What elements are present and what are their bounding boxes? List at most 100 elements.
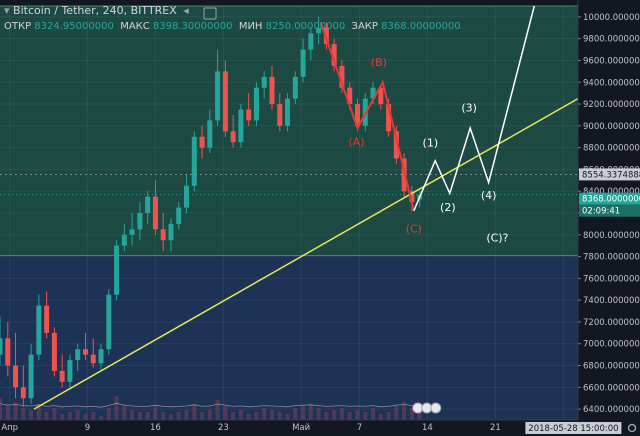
- candle-body: [44, 305, 50, 333]
- candle-body: [386, 104, 392, 132]
- volume-bar: [184, 410, 189, 420]
- countdown-label-box: [579, 204, 640, 217]
- price-tick-label: 9000.00000000: [583, 122, 640, 132]
- volume-bar: [75, 410, 80, 420]
- candle-body: [323, 27, 329, 45]
- wave-label: (C)?: [486, 231, 508, 244]
- candle-body: [370, 87, 376, 99]
- candle-body: [316, 27, 322, 34]
- candle-body: [59, 370, 65, 382]
- volume-bar: [91, 412, 96, 420]
- volume-bar: [254, 412, 259, 420]
- candle-body: [269, 76, 275, 105]
- symbol-title: Bitcoin / Tether, 240, BITTREX: [13, 4, 177, 17]
- high-label: МАКС: [120, 21, 150, 32]
- event-marker-icon[interactable]: [430, 402, 442, 414]
- gear-icon[interactable]: [627, 423, 637, 433]
- last-price-label: 8368.00000000: [582, 195, 640, 205]
- volume-bar: [145, 412, 150, 420]
- volume-bar: [161, 412, 166, 420]
- volume-average-line: [0, 402, 420, 408]
- candle-body: [114, 245, 120, 295]
- volume-bar: [168, 414, 173, 420]
- volume-bar: [215, 400, 220, 420]
- candle-body: [222, 71, 228, 132]
- crosshair-price-label: 8554.33748887: [582, 170, 640, 180]
- candle-body: [13, 365, 19, 388]
- candle-body: [168, 223, 174, 241]
- candle-body: [261, 76, 267, 88]
- volume-bar: [347, 412, 352, 420]
- volume-bar: [29, 410, 34, 420]
- candle-body: [51, 332, 57, 371]
- candle-body: [184, 185, 190, 208]
- candle-body: [199, 136, 205, 148]
- candle-body: [145, 196, 151, 213]
- menu-icon[interactable]: ▾: [4, 4, 10, 17]
- time-tick-label: Май: [292, 423, 310, 433]
- candle-body: [121, 234, 127, 246]
- volume-bar: [44, 412, 49, 420]
- volume-bar: [200, 412, 205, 420]
- candle-body: [339, 65, 345, 88]
- chevron-left-icon[interactable]: ◂: [183, 4, 189, 17]
- time-tick-label: 23: [218, 423, 229, 433]
- volume-bar: [308, 404, 313, 420]
- settings-box-icon[interactable]: [203, 7, 217, 20]
- volume-bar: [137, 412, 142, 420]
- candle-body: [253, 87, 259, 121]
- volume-bar: [339, 408, 344, 420]
- candle-body: [75, 349, 81, 361]
- candle-body: [137, 213, 143, 230]
- time-tick-label: 14: [422, 423, 433, 433]
- price-axis-panel: [578, 0, 640, 436]
- candle-body: [28, 354, 34, 399]
- volume-bar: [324, 412, 329, 420]
- volume-bar: [386, 412, 391, 420]
- volume-bar: [99, 416, 104, 420]
- volume-bar: [417, 410, 422, 420]
- volume-bar: [153, 406, 158, 420]
- price-tick-label: 6800.00000000: [583, 362, 640, 372]
- price-tick-label: 10000.00000000: [583, 13, 640, 23]
- low-label: МИН: [238, 21, 263, 32]
- volume-bar: [176, 412, 181, 420]
- volume-bar: [36, 404, 41, 420]
- impulse-wave-path[interactable]: [413, 5, 536, 212]
- volume-bar: [363, 412, 368, 420]
- time-tick-label: 16: [150, 423, 161, 433]
- volume-bar: [270, 410, 274, 420]
- candle-body: [152, 196, 158, 230]
- candle-body: [0, 338, 3, 355]
- wave-label: (C): [406, 223, 422, 236]
- volume-bar: [394, 406, 399, 420]
- time-tick-label: 7: [357, 423, 362, 433]
- wave-label: (3): [461, 102, 477, 115]
- candle-body: [292, 76, 298, 99]
- volume-bar: [409, 408, 414, 420]
- trend-line[interactable]: [33, 97, 579, 410]
- candle-body: [160, 229, 166, 241]
- candle-body: [207, 120, 213, 148]
- volume-bar: [238, 410, 243, 420]
- volume-bar: [355, 410, 360, 420]
- candle-body: [20, 387, 26, 399]
- candle-body: [354, 104, 360, 126]
- price-tick-label: 7800.00000000: [583, 253, 640, 263]
- volume-bar: [114, 396, 119, 420]
- abc-wave-path[interactable]: [319, 22, 415, 212]
- candle-body: [308, 33, 314, 50]
- volume-bar: [293, 408, 298, 420]
- price-tick-label: 8000.00000000: [583, 231, 640, 241]
- candle-body: [378, 87, 384, 105]
- price-tick-label: 6400.00000000: [583, 405, 640, 415]
- wave-label: (B): [371, 56, 387, 69]
- volume-bar: [223, 406, 228, 420]
- volume-bar: [301, 406, 306, 420]
- time-axis-panel: [0, 420, 640, 436]
- candle-body: [36, 305, 42, 355]
- candle-body: [5, 338, 11, 366]
- cursor-date-label: 2018-05-28 15:00:00: [528, 424, 618, 434]
